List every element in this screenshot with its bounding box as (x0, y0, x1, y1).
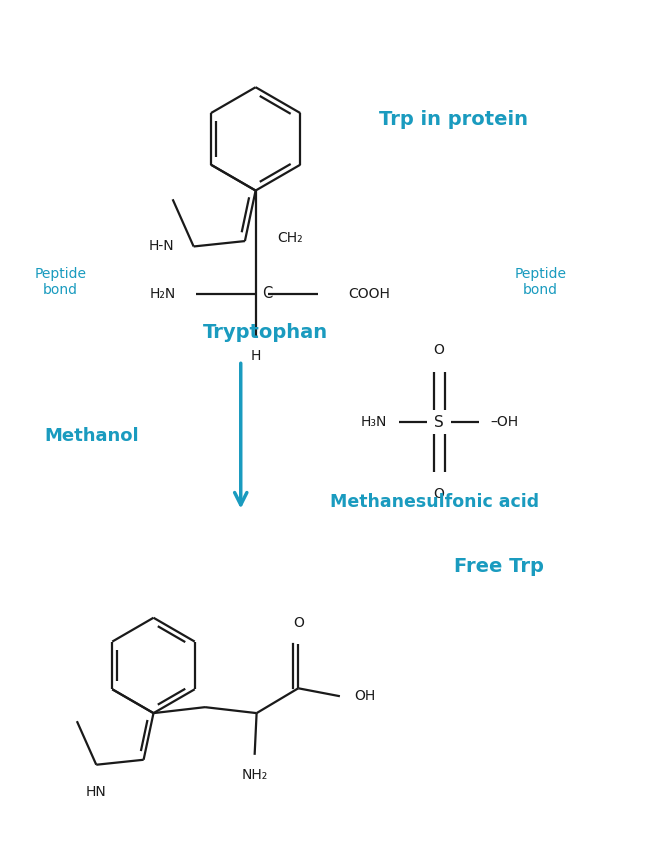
Text: C: C (262, 286, 273, 302)
Text: –OH: –OH (491, 415, 519, 429)
Text: OH: OH (354, 689, 375, 703)
Text: Peptide
bond: Peptide bond (34, 267, 87, 297)
Text: H: H (251, 348, 261, 362)
Text: Free Trp: Free Trp (453, 556, 543, 576)
Text: O: O (293, 616, 304, 630)
Text: S: S (434, 415, 444, 429)
Text: Tryptophan: Tryptophan (203, 323, 328, 343)
Text: Peptide
bond: Peptide bond (514, 267, 566, 297)
Text: Methanol: Methanol (45, 427, 139, 445)
Text: NH₂: NH₂ (241, 768, 268, 782)
Text: O: O (434, 343, 445, 358)
Text: H-N: H-N (148, 239, 174, 254)
Text: HN: HN (86, 785, 107, 798)
Text: H₃N: H₃N (361, 415, 388, 429)
Text: Trp in protein: Trp in protein (379, 110, 529, 129)
Text: O: O (434, 486, 445, 501)
Text: CH₂: CH₂ (277, 231, 303, 245)
Text: COOH: COOH (348, 287, 390, 301)
Text: H₂N: H₂N (150, 287, 176, 301)
Text: Methanesulfonic acid: Methanesulfonic acid (329, 492, 539, 510)
